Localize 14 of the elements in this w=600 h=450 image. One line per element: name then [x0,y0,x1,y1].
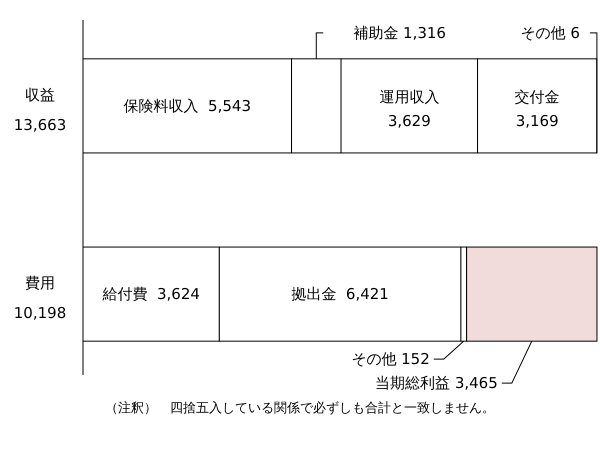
text: 拠出金 6,421 [291,285,389,304]
series-label: 運用収入 [379,88,440,106]
series-label: 交付金 [514,88,560,106]
text: （注釈） 四捨五入している関係で必ずしも合計と一致しません。 [105,401,495,416]
text: その他 6 [520,24,580,42]
data-label: 3,629 [388,112,431,130]
text: 保険料収入 5,543 [124,96,252,115]
y-tick-label: 収益 13,663 [14,86,66,134]
text: 補助金 1,316 [353,24,446,42]
text: 当期総利益 3,465 [375,374,498,392]
y-tick-label: 費用 10,198 [14,274,66,322]
text: 給付費 3,624 [102,285,200,304]
data-label: 3,169 [516,112,559,130]
text: その他 152 [351,350,430,368]
